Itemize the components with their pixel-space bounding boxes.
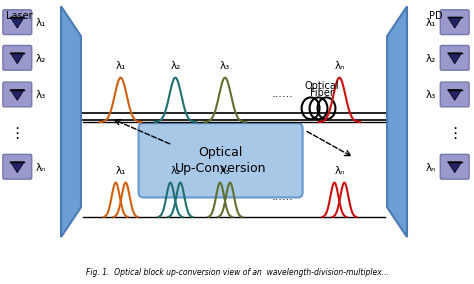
FancyBboxPatch shape bbox=[440, 45, 469, 70]
Text: λ₂: λ₂ bbox=[426, 54, 436, 64]
Text: λ₁: λ₁ bbox=[116, 166, 126, 176]
Polygon shape bbox=[10, 53, 24, 64]
Text: λ₃: λ₃ bbox=[220, 166, 230, 176]
Text: λ₃: λ₃ bbox=[426, 91, 436, 101]
Polygon shape bbox=[387, 6, 407, 237]
Text: λ₁: λ₁ bbox=[35, 18, 46, 28]
FancyBboxPatch shape bbox=[440, 154, 469, 179]
Text: Optical: Optical bbox=[199, 146, 243, 159]
Polygon shape bbox=[10, 89, 24, 101]
Polygon shape bbox=[448, 17, 462, 28]
Text: λ₃: λ₃ bbox=[220, 61, 230, 71]
Polygon shape bbox=[10, 162, 24, 173]
Text: Up-Conversion: Up-Conversion bbox=[175, 162, 266, 175]
Text: Optical: Optical bbox=[304, 82, 339, 91]
FancyBboxPatch shape bbox=[440, 10, 469, 35]
Polygon shape bbox=[448, 162, 462, 173]
Text: Fiber: Fiber bbox=[310, 88, 333, 99]
FancyBboxPatch shape bbox=[138, 123, 302, 197]
Text: λ₂: λ₂ bbox=[170, 61, 181, 71]
Text: λ₁: λ₁ bbox=[116, 61, 126, 71]
Text: λ₁: λ₁ bbox=[426, 18, 436, 28]
Text: Laser: Laser bbox=[6, 11, 33, 21]
FancyBboxPatch shape bbox=[3, 10, 32, 35]
Text: λ₃: λ₃ bbox=[35, 91, 46, 101]
Text: λ₂: λ₂ bbox=[170, 166, 181, 176]
FancyBboxPatch shape bbox=[3, 154, 32, 179]
Polygon shape bbox=[448, 89, 462, 101]
Text: λₙ: λₙ bbox=[334, 61, 345, 71]
Text: ......: ...... bbox=[272, 89, 293, 99]
Polygon shape bbox=[10, 17, 24, 28]
Text: ⋮: ⋮ bbox=[9, 126, 25, 141]
FancyBboxPatch shape bbox=[3, 82, 32, 107]
Text: ⋮: ⋮ bbox=[447, 126, 462, 141]
Text: ......: ...... bbox=[272, 193, 293, 202]
Text: λ₂: λ₂ bbox=[35, 54, 46, 64]
Text: PD: PD bbox=[429, 11, 443, 21]
Text: λₙ: λₙ bbox=[35, 163, 46, 173]
Polygon shape bbox=[448, 53, 462, 64]
Text: Fig. 1.  Optical block up-conversion view of an  wavelength-division-multiplex..: Fig. 1. Optical block up-conversion view… bbox=[86, 268, 388, 277]
Polygon shape bbox=[61, 6, 81, 237]
Text: λₙ: λₙ bbox=[426, 163, 436, 173]
FancyBboxPatch shape bbox=[3, 45, 32, 70]
FancyBboxPatch shape bbox=[440, 82, 469, 107]
Text: λₙ: λₙ bbox=[334, 166, 345, 176]
